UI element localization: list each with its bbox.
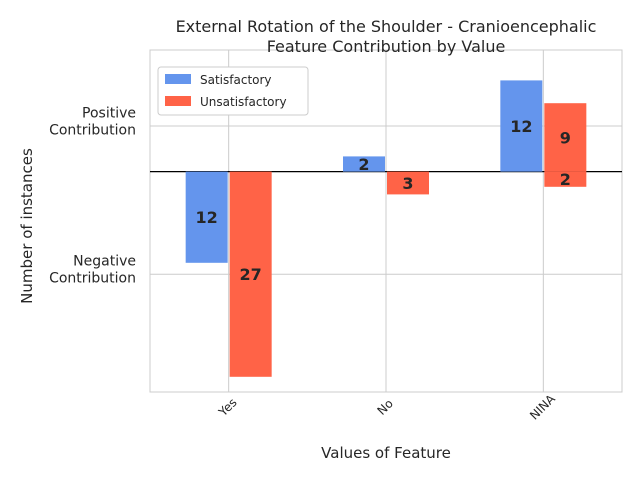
bar-label-satisfactory-no: 2 (358, 155, 369, 174)
legend-swatch-satisfactory (165, 74, 191, 84)
legend-label-unsatisfactory: Unsatisfactory (200, 95, 287, 109)
x-tick-label-no: No (374, 396, 395, 417)
legend: Satisfactory Unsatisfactory (157, 66, 309, 116)
y-tick-label: Positive (82, 106, 136, 122)
bar-unsatisfactory-nina-negative (544, 171, 587, 187)
bar-labels: 12 27 2 3 12 9 2 (196, 117, 571, 284)
bar-label-satisfactory-yes: 12 (196, 208, 218, 227)
bar-label-unsatisfactory-nina: 9 (560, 128, 571, 147)
legend-label-satisfactory: Satisfactory (200, 73, 272, 87)
legend-swatch-unsatisfactory (165, 96, 191, 106)
x-tick-labels: Yes No NINA (215, 391, 558, 422)
bar-unsatisfactory-no (387, 171, 429, 195)
y-tick-label: Negative (73, 254, 136, 270)
bar-label-unsatisfactory-yes: 27 (240, 265, 262, 284)
x-tick-label-nina: NINA (527, 391, 558, 422)
y-axis-label: Number of instances (18, 148, 36, 304)
x-axis-label: Values of Feature (321, 444, 451, 462)
bar-label-unsatisfactory-nina-negative: 2 (560, 170, 571, 189)
chart-title-line-2: Feature Contribution by Value (267, 37, 506, 56)
bar-satisfactory-nina (500, 80, 543, 172)
bar-label-satisfactory-nina: 12 (510, 117, 532, 136)
bar-satisfactory-yes (185, 171, 228, 263)
bar-unsatisfactory-yes (229, 171, 272, 377)
bar-label-unsatisfactory-no: 3 (402, 174, 413, 193)
y-tick-label: Contribution (49, 123, 136, 139)
x-tick-label-yes: Yes (215, 395, 239, 419)
bar-unsatisfactory-nina (544, 103, 587, 172)
legend-box (157, 66, 309, 116)
y-tick-label: Contribution (49, 271, 136, 287)
chart-title-line-1: External Rotation of the Shoulder - Cran… (176, 17, 597, 36)
bar-satisfactory-no (343, 156, 385, 172)
bars (185, 80, 587, 377)
